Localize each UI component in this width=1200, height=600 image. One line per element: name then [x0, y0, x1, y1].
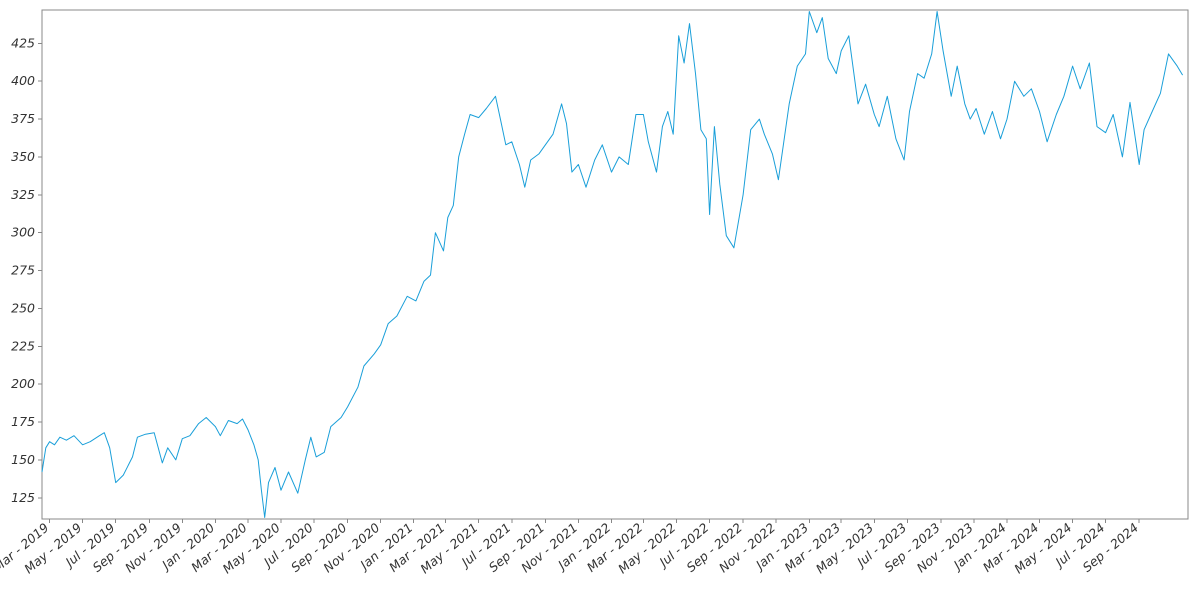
series-line-0 — [41, 11, 1184, 518]
y-tick-label: 125 — [11, 490, 35, 505]
y-tick-label: 175 — [11, 414, 35, 429]
y-tick-label: 275 — [11, 263, 35, 278]
y-tick-label: 400 — [11, 73, 35, 88]
y-tick-label: 200 — [11, 376, 35, 391]
y-tick-label: 150 — [11, 452, 35, 467]
plot-border — [41, 9, 1189, 520]
y-tick-label: 250 — [11, 300, 35, 315]
y-axis: 125 150 175 200 225 250 275 300 325 350 375 400 425 — [11, 35, 42, 505]
y-tick-label: 300 — [11, 225, 35, 240]
y-tick-label: 375 — [11, 111, 35, 126]
y-tick-label: 325 — [11, 187, 35, 202]
series-layer — [41, 11, 1184, 518]
y-tick-label: 425 — [11, 35, 35, 50]
plot-frame — [41, 9, 1189, 520]
y-tick-label: 225 — [11, 338, 35, 353]
y-tick-label: 350 — [11, 149, 35, 164]
